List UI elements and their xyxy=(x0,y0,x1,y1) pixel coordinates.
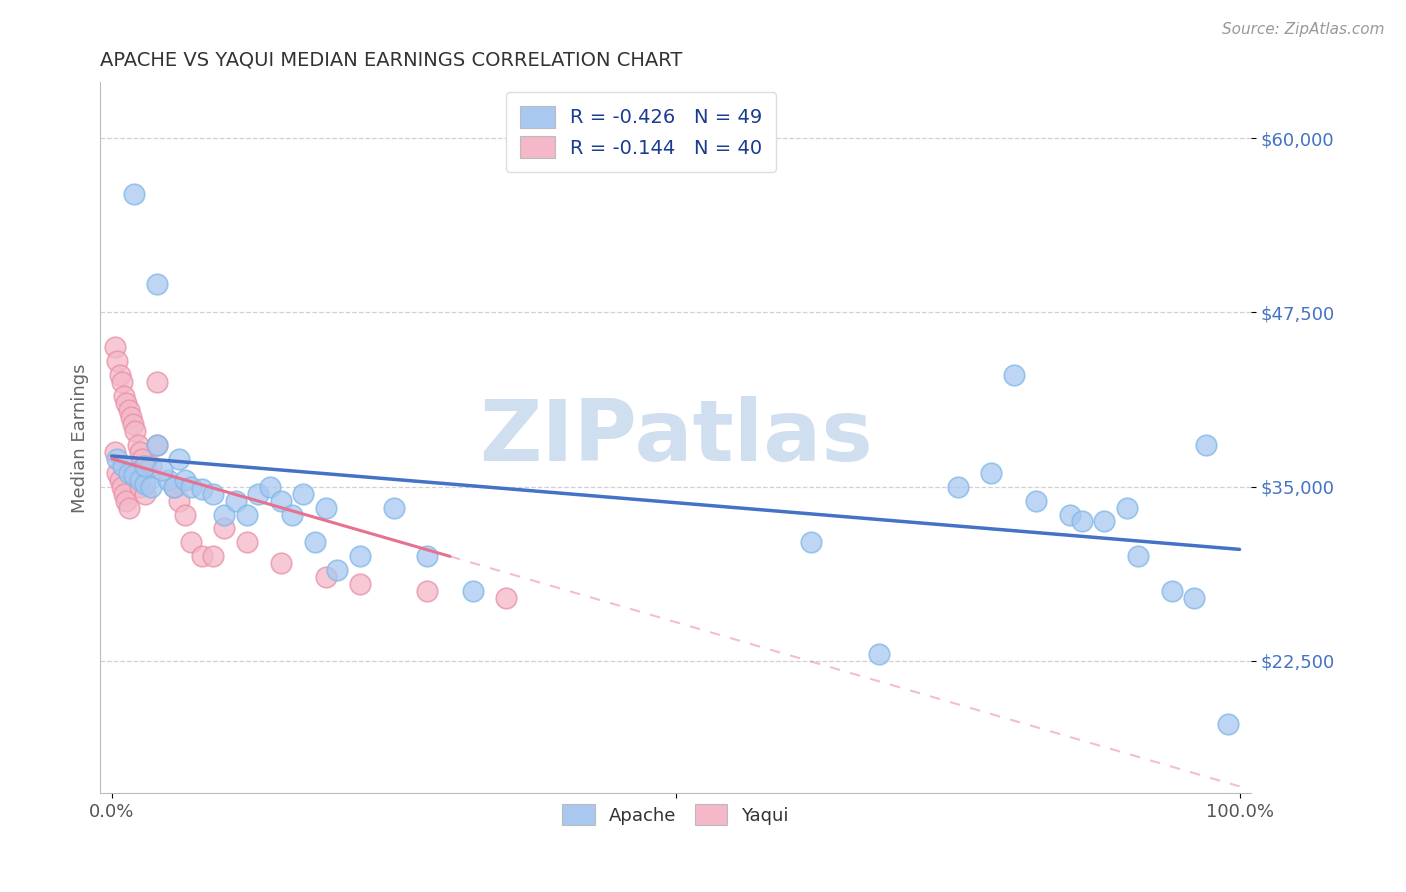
Point xyxy=(1218,716,1240,731)
Point xyxy=(139,458,162,473)
Point xyxy=(145,438,167,452)
Point xyxy=(131,451,153,466)
Point xyxy=(236,508,259,522)
Point xyxy=(191,483,214,497)
Point xyxy=(1070,515,1092,529)
Point xyxy=(122,466,145,480)
Point xyxy=(145,277,167,292)
Point xyxy=(111,458,134,473)
Point xyxy=(105,466,128,480)
Point xyxy=(128,444,150,458)
Point xyxy=(111,375,134,389)
Point xyxy=(1025,493,1047,508)
Point xyxy=(315,570,337,584)
Point xyxy=(174,473,197,487)
Point xyxy=(349,549,371,564)
Point xyxy=(304,535,326,549)
Point xyxy=(946,480,969,494)
Point xyxy=(247,486,270,500)
Point xyxy=(416,584,439,599)
Point xyxy=(495,591,517,606)
Point xyxy=(117,500,139,515)
Point xyxy=(214,508,236,522)
Point xyxy=(225,493,247,508)
Point xyxy=(108,368,131,383)
Point xyxy=(315,500,337,515)
Point xyxy=(122,186,145,201)
Point xyxy=(461,584,484,599)
Point xyxy=(115,396,138,410)
Point xyxy=(145,438,167,452)
Point xyxy=(163,480,186,494)
Point xyxy=(169,493,191,508)
Point xyxy=(270,493,292,508)
Point xyxy=(236,535,259,549)
Point xyxy=(128,480,150,494)
Text: ZIPatlas: ZIPatlas xyxy=(478,396,873,479)
Point xyxy=(105,354,128,368)
Point xyxy=(128,473,150,487)
Point xyxy=(122,417,145,431)
Point xyxy=(174,508,197,522)
Point xyxy=(980,466,1002,480)
Legend: Apache, Yaqui: Apache, Yaqui xyxy=(553,795,799,834)
Point xyxy=(1002,368,1025,383)
Point xyxy=(145,375,167,389)
Point xyxy=(326,563,349,577)
Point xyxy=(868,647,890,661)
Point xyxy=(292,486,315,500)
Point xyxy=(115,493,138,508)
Y-axis label: Median Earnings: Median Earnings xyxy=(72,363,89,513)
Point xyxy=(349,577,371,591)
Point xyxy=(112,486,135,500)
Point xyxy=(134,486,156,500)
Point xyxy=(281,508,304,522)
Point xyxy=(111,480,134,494)
Point xyxy=(1195,438,1218,452)
Point xyxy=(108,473,131,487)
Point xyxy=(134,458,156,473)
Text: APACHE VS YAQUI MEDIAN EARNINGS CORRELATION CHART: APACHE VS YAQUI MEDIAN EARNINGS CORRELAT… xyxy=(100,51,683,70)
Point xyxy=(259,480,281,494)
Point xyxy=(134,476,156,491)
Text: Source: ZipAtlas.com: Source: ZipAtlas.com xyxy=(1222,22,1385,37)
Point xyxy=(1126,549,1149,564)
Point xyxy=(382,500,405,515)
Point xyxy=(1182,591,1205,606)
Point xyxy=(134,458,156,473)
Point xyxy=(120,409,142,424)
Point xyxy=(1115,500,1137,515)
Point xyxy=(180,480,202,494)
Point xyxy=(117,466,139,480)
Point xyxy=(1059,508,1081,522)
Point xyxy=(1092,515,1115,529)
Point xyxy=(117,403,139,417)
Point xyxy=(202,549,225,564)
Point xyxy=(105,451,128,466)
Point xyxy=(800,535,823,549)
Point xyxy=(124,424,146,438)
Point xyxy=(112,389,135,403)
Point xyxy=(416,549,439,564)
Point xyxy=(169,451,191,466)
Point xyxy=(104,444,127,458)
Point xyxy=(270,557,292,571)
Point xyxy=(122,468,145,483)
Point xyxy=(163,480,186,494)
Point xyxy=(157,473,180,487)
Point xyxy=(180,535,202,549)
Point xyxy=(127,438,149,452)
Point xyxy=(139,480,162,494)
Point xyxy=(1160,584,1182,599)
Point xyxy=(150,463,173,477)
Point xyxy=(214,521,236,535)
Point xyxy=(202,486,225,500)
Point xyxy=(191,549,214,564)
Point xyxy=(104,340,127,354)
